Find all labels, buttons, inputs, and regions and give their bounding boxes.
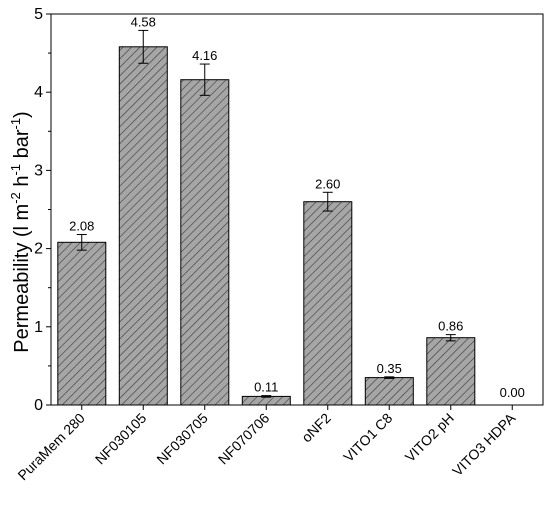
bar xyxy=(241,395,291,406)
x-tick-label: NF070706 xyxy=(215,410,273,468)
data-labels-group: 2.08 4.58 4.16 0.11 2.60 0.35 0.86 0.00 xyxy=(69,14,525,400)
x-tick-label: VITO1 C8 xyxy=(340,410,395,465)
y-tick-label: 1 xyxy=(34,319,43,336)
data-label: 4.58 xyxy=(131,14,156,29)
x-axis: PuraMem 280 NF030105 NF030705 NF070706 oNF2 V… xyxy=(14,405,519,484)
x-tick-label: NF030705 xyxy=(153,410,211,468)
bars-group xyxy=(57,46,476,406)
y-axis: 0 1 2 3 4 5 xyxy=(34,6,51,414)
data-label: 4.16 xyxy=(192,48,217,63)
bar xyxy=(364,377,414,406)
y-tick-label: 5 xyxy=(34,6,43,23)
y-tick-label: 4 xyxy=(34,84,43,101)
x-tick-label: oNF2 xyxy=(298,410,334,446)
x-tick-label: VITO2 pH xyxy=(402,410,457,465)
y-axis-title-exp1: -2 xyxy=(8,192,23,204)
y-axis-title: Permeability (l m-2 h-1 bar-1) xyxy=(8,111,33,352)
y-axis-title-exp2: -1 xyxy=(8,164,23,176)
plot-frame xyxy=(50,13,544,406)
x-tick-label: NF030105 xyxy=(92,410,150,468)
data-label: 0.86 xyxy=(438,319,463,334)
y-tick-label: 0 xyxy=(34,397,43,414)
bar xyxy=(426,337,476,406)
data-label: 2.60 xyxy=(315,176,340,191)
x-tick-label: PuraMem 280 xyxy=(14,410,88,484)
y-axis-title-mid2: bar xyxy=(11,129,33,164)
y-tick-label: 3 xyxy=(34,162,43,179)
bar xyxy=(180,79,230,406)
y-axis-title-end: ) xyxy=(11,111,33,118)
bar xyxy=(118,46,168,406)
bar xyxy=(303,201,353,406)
data-label: 0.35 xyxy=(377,361,402,376)
error-bars-group xyxy=(76,29,456,398)
y-axis-title-base: Permeability (l m xyxy=(11,204,33,353)
x-tick-label: VITO3 HDPA xyxy=(449,409,519,479)
data-label: 0.11 xyxy=(254,380,278,395)
y-axis-title-exp3: -1 xyxy=(8,118,23,130)
data-label: 0.00 xyxy=(500,385,525,400)
bar xyxy=(57,241,107,406)
y-tick-label: 2 xyxy=(34,241,43,258)
y-axis-title-mid1: h xyxy=(11,176,33,193)
data-label: 2.08 xyxy=(69,219,94,234)
